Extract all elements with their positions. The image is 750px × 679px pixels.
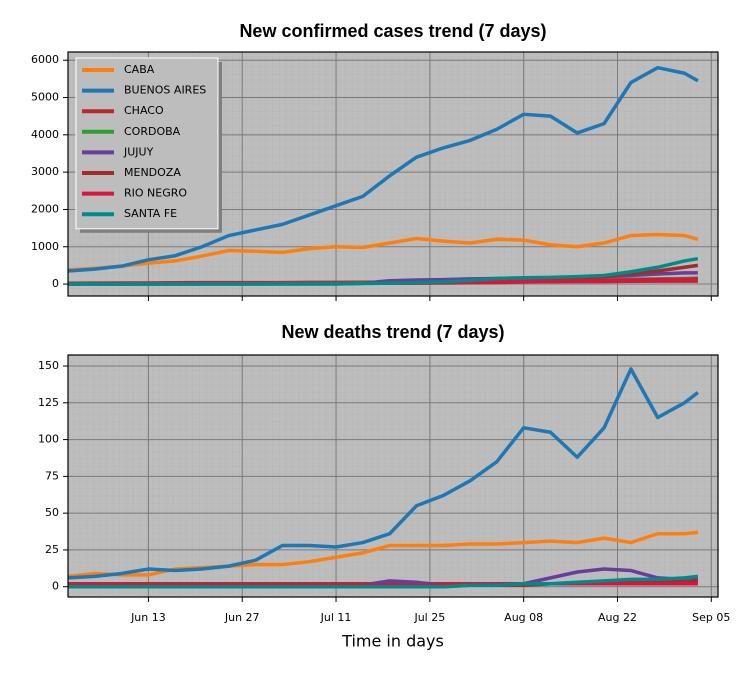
y-tick-label: 5000	[31, 91, 59, 104]
legend-label: CABA	[124, 63, 155, 76]
y-tick-label: 150	[38, 359, 59, 372]
legend-label: RIO NEGRO	[124, 187, 187, 200]
x-tick-label: Sep 05	[692, 611, 730, 624]
x-tick-label: Jun 13	[130, 611, 166, 624]
y-tick-label: 25	[45, 543, 59, 556]
line-series	[68, 574, 699, 589]
y-tick-label: 1000	[31, 240, 59, 253]
legend-label: CHACO	[124, 104, 164, 117]
x-tick-label: Jun 27	[224, 611, 260, 624]
plot-frame	[67, 51, 719, 297]
plot-frame	[67, 354, 719, 598]
y-tick-label: 0	[52, 580, 59, 593]
y-tick-label: 50	[45, 506, 59, 519]
line-series	[68, 232, 699, 272]
x-tick-label: Aug 22	[598, 611, 637, 624]
chart-title: New confirmed cases trend (7 days)	[239, 21, 546, 41]
x-tick-label: Jul 11	[320, 611, 352, 624]
y-tick-label: 3000	[31, 165, 59, 178]
legend-box	[75, 57, 219, 230]
line-series	[68, 256, 699, 286]
x-axis-label: Time in days	[341, 632, 444, 651]
legend-label: CORDOBA	[124, 125, 181, 138]
y-tick-label: 2000	[31, 202, 59, 215]
y-tick-label: 75	[45, 469, 59, 482]
chart-title: New deaths trend (7 days)	[281, 322, 504, 342]
y-tick-label: 125	[38, 396, 59, 409]
line-series	[68, 65, 699, 273]
line-series	[68, 367, 699, 580]
legend-label: BUENOS AIRES	[124, 84, 206, 97]
x-tick-label: Aug 08	[504, 611, 543, 624]
legend-label: SANTA FE	[124, 207, 177, 220]
legend-label: MENDOZA	[124, 166, 181, 179]
y-tick-label: 0	[52, 277, 59, 290]
y-tick-label: 100	[38, 433, 59, 446]
y-tick-label: 6000	[31, 53, 59, 66]
legend-label: JUJUY	[123, 145, 154, 158]
x-tick-label: Jul 25	[413, 611, 445, 624]
y-tick-label: 4000	[31, 128, 59, 141]
